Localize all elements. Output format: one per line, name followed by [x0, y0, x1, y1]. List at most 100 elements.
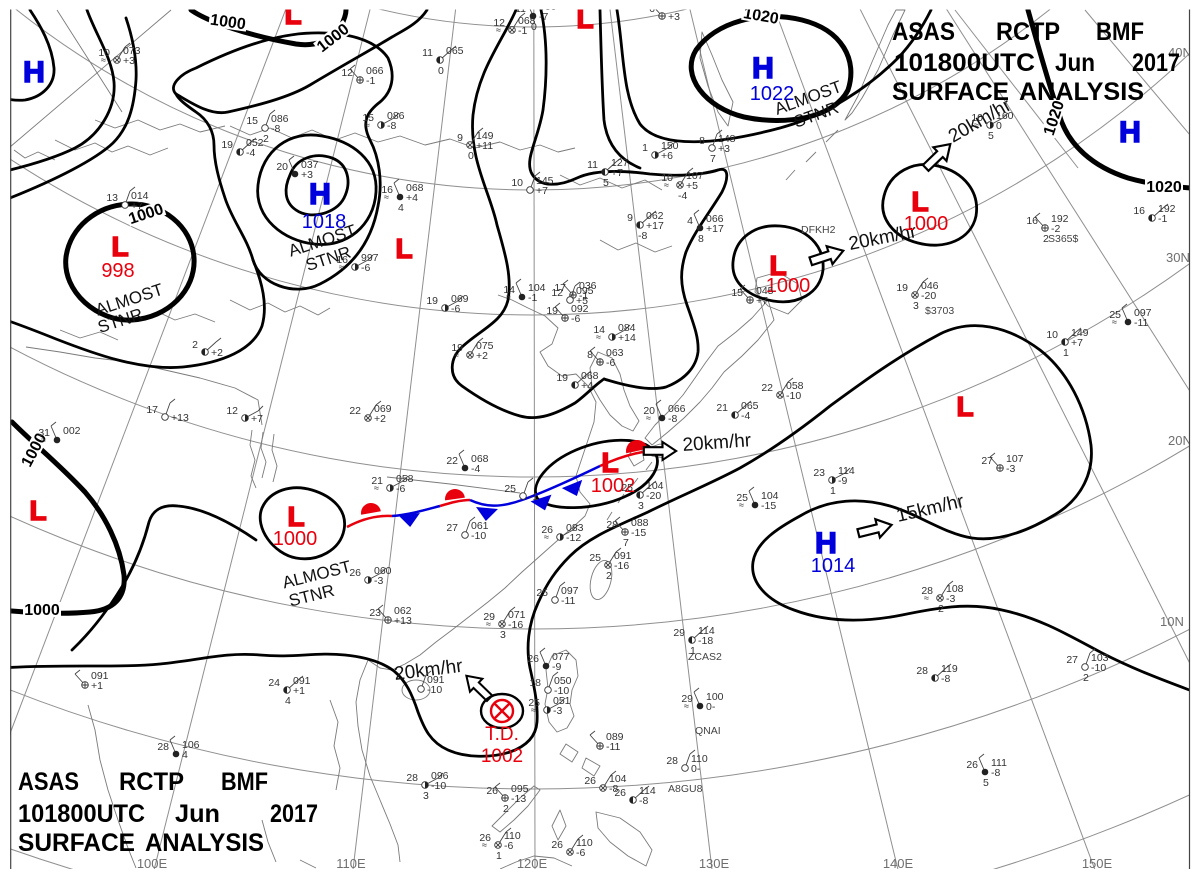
- svg-text:071: 071: [508, 609, 526, 621]
- svg-text:091: 091: [91, 670, 109, 682]
- svg-text:-11: -11: [561, 595, 576, 607]
- svg-text:114: 114: [698, 625, 715, 637]
- svg-text:L: L: [769, 250, 786, 281]
- svg-text:20N: 20N: [1168, 433, 1192, 448]
- svg-text:-6: -6: [361, 262, 370, 274]
- svg-text:089: 089: [606, 731, 624, 743]
- svg-text:-16: -16: [508, 619, 523, 631]
- svg-text:23: 23: [813, 467, 825, 479]
- svg-text:096: 096: [431, 770, 449, 782]
- svg-text:-2: -2: [1051, 223, 1060, 235]
- svg-text:7: 7: [710, 153, 716, 165]
- svg-text:060: 060: [374, 565, 392, 577]
- svg-text:066: 066: [366, 65, 384, 77]
- svg-text:+6: +6: [661, 150, 673, 162]
- svg-text:+7: +7: [536, 185, 548, 197]
- svg-text:110: 110: [504, 830, 521, 842]
- svg-text:10: 10: [98, 47, 110, 59]
- svg-text:H: H: [23, 56, 45, 89]
- svg-text:065: 065: [446, 45, 464, 57]
- svg-text:083: 083: [566, 522, 584, 534]
- svg-text:19: 19: [451, 342, 463, 354]
- svg-text:L: L: [601, 447, 618, 478]
- svg-text:≈: ≈: [596, 332, 601, 342]
- svg-text:23: 23: [369, 607, 381, 619]
- svg-text:066: 066: [668, 403, 686, 415]
- svg-text:2: 2: [938, 603, 944, 615]
- svg-text:075: 075: [476, 340, 494, 352]
- svg-text:063: 063: [606, 347, 624, 359]
- svg-text:17: 17: [554, 282, 566, 294]
- svg-text:1000: 1000: [209, 12, 247, 34]
- svg-text:068: 068: [406, 182, 424, 194]
- svg-text:-9: -9: [552, 661, 561, 673]
- svg-text:Jun: Jun: [1055, 49, 1095, 77]
- svg-text:-8: -8: [387, 120, 396, 132]
- svg-text:H: H: [309, 178, 331, 211]
- svg-text:SURFACE: SURFACE: [892, 78, 1009, 106]
- svg-text:10: 10: [1046, 329, 1058, 341]
- svg-text:014: 014: [131, 190, 149, 202]
- svg-text:15: 15: [731, 287, 743, 299]
- svg-text:H: H: [1119, 116, 1141, 149]
- svg-text:DFKH2: DFKH2: [801, 224, 836, 236]
- svg-text:9: 9: [627, 212, 633, 224]
- svg-text:5: 5: [603, 177, 609, 189]
- svg-text:-8: -8: [609, 783, 618, 795]
- svg-text:21: 21: [371, 475, 383, 487]
- svg-text:26: 26: [486, 785, 498, 797]
- svg-text:-8: -8: [941, 673, 950, 685]
- svg-text:+1: +1: [293, 685, 305, 697]
- svg-text:130E: 130E: [699, 856, 730, 871]
- svg-text:106: 106: [182, 739, 200, 751]
- svg-text:26: 26: [551, 839, 563, 851]
- svg-text:-3: -3: [374, 575, 383, 587]
- svg-text:12: 12: [226, 405, 238, 417]
- svg-text:3: 3: [500, 629, 506, 641]
- svg-text:2017: 2017: [270, 800, 318, 828]
- svg-text:-13: -13: [511, 793, 526, 805]
- svg-text:RCTP: RCTP: [996, 18, 1060, 46]
- svg-text:≈: ≈: [482, 840, 487, 850]
- svg-text:27: 27: [981, 455, 993, 467]
- svg-text:26: 26: [479, 832, 491, 844]
- svg-text:-10: -10: [431, 780, 446, 792]
- svg-text:100E: 100E: [137, 856, 168, 871]
- svg-text:-7: -7: [539, 11, 548, 23]
- svg-text:150: 150: [661, 140, 679, 152]
- svg-text:ASAS: ASAS: [18, 768, 79, 796]
- svg-text:11: 11: [422, 47, 433, 59]
- svg-text:148: 148: [718, 133, 736, 145]
- svg-text:1002: 1002: [591, 475, 636, 497]
- svg-text:12: 12: [493, 17, 505, 29]
- svg-text:-10: -10: [1091, 662, 1106, 674]
- svg-text:11: 11: [587, 159, 598, 171]
- svg-text:114: 114: [838, 465, 855, 477]
- svg-text:27: 27: [1066, 654, 1078, 666]
- svg-text:108: 108: [946, 583, 964, 595]
- svg-text:110E: 110E: [336, 856, 366, 871]
- svg-text:≈: ≈: [496, 25, 501, 35]
- svg-text:058: 058: [786, 380, 804, 392]
- svg-text:ZCAS2: ZCAS2: [688, 651, 722, 663]
- svg-text:+3: +3: [668, 11, 680, 23]
- svg-text:29: 29: [673, 627, 685, 639]
- svg-text:20: 20: [643, 405, 655, 417]
- svg-text:0-: 0-: [706, 701, 716, 713]
- svg-text:-20: -20: [921, 290, 936, 302]
- svg-text:28: 28: [406, 772, 418, 784]
- svg-text:+2: +2: [374, 413, 386, 425]
- svg-text:061: 061: [471, 520, 489, 532]
- svg-text:091: 091: [614, 550, 632, 562]
- svg-text:-10: -10: [471, 530, 486, 542]
- svg-text:26: 26: [584, 775, 596, 787]
- svg-text:2: 2: [1083, 672, 1089, 684]
- svg-text:L: L: [911, 186, 928, 217]
- svg-text:20: 20: [276, 161, 288, 173]
- svg-text:28: 28: [157, 741, 169, 753]
- svg-text:S365$: S365$: [1048, 233, 1079, 245]
- svg-text:+7: +7: [131, 200, 143, 212]
- svg-text:4: 4: [687, 215, 693, 227]
- svg-text:28: 28: [916, 665, 928, 677]
- svg-text:097: 097: [561, 585, 579, 597]
